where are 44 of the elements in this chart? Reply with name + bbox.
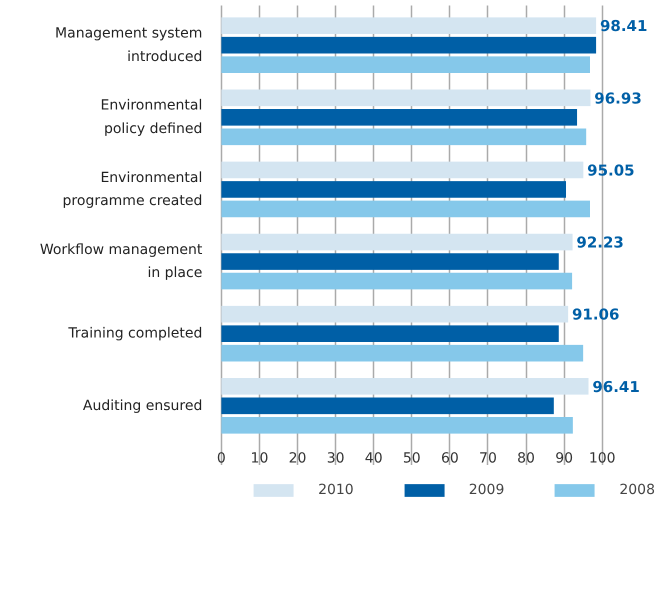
bar xyxy=(221,200,590,218)
legend-label: 2008 xyxy=(619,482,655,498)
x-tick-label: 80 xyxy=(517,450,535,466)
bar xyxy=(221,181,566,198)
x-tick-label: 60 xyxy=(440,450,459,466)
data-label: 95.05 xyxy=(587,161,635,180)
y-tick-label: Management system introduced xyxy=(55,26,202,65)
y-tick-label: Auditing ensured xyxy=(82,398,202,414)
y-tick-label: Environmental policy defined xyxy=(100,98,202,137)
data-label: 91.06 xyxy=(572,306,620,324)
bar xyxy=(221,253,559,270)
data-label: 98.41 xyxy=(600,17,648,36)
x-tick-label: 90 xyxy=(555,450,574,466)
y-tick-label: Environmental programme created xyxy=(62,170,202,210)
bar xyxy=(221,272,572,290)
data-label: 96.41 xyxy=(592,378,640,396)
bar xyxy=(221,325,559,342)
bar xyxy=(221,56,590,73)
legend-label: 2009 xyxy=(468,482,504,498)
bar xyxy=(221,36,596,54)
bar xyxy=(221,306,568,323)
y-tick-label: Workflow management in place xyxy=(40,242,203,282)
bar xyxy=(221,109,578,126)
legend-label: 2010 xyxy=(318,482,354,498)
bar xyxy=(221,417,573,434)
bar xyxy=(221,162,584,178)
bar xyxy=(221,128,586,146)
bar xyxy=(221,398,554,414)
data-label: 92.23 xyxy=(576,234,624,252)
bar xyxy=(221,90,590,106)
x-tick-label: 20 xyxy=(288,450,306,466)
bar xyxy=(221,234,573,250)
bar xyxy=(221,17,596,34)
bar xyxy=(221,344,584,362)
x-tick-label: 10 xyxy=(250,450,268,466)
x-tick-label: 40 xyxy=(364,450,383,466)
x-tick-label: 50 xyxy=(402,450,421,466)
x-tick-label: 70 xyxy=(479,450,497,466)
data-label: 96.93 xyxy=(594,89,642,108)
x-tick-label: 30 xyxy=(326,450,345,466)
x-tick-label: 100 xyxy=(588,450,616,466)
bar xyxy=(221,378,589,395)
x-tick-label: 0 xyxy=(216,450,226,466)
y-tick-label: Training completed xyxy=(67,326,202,342)
